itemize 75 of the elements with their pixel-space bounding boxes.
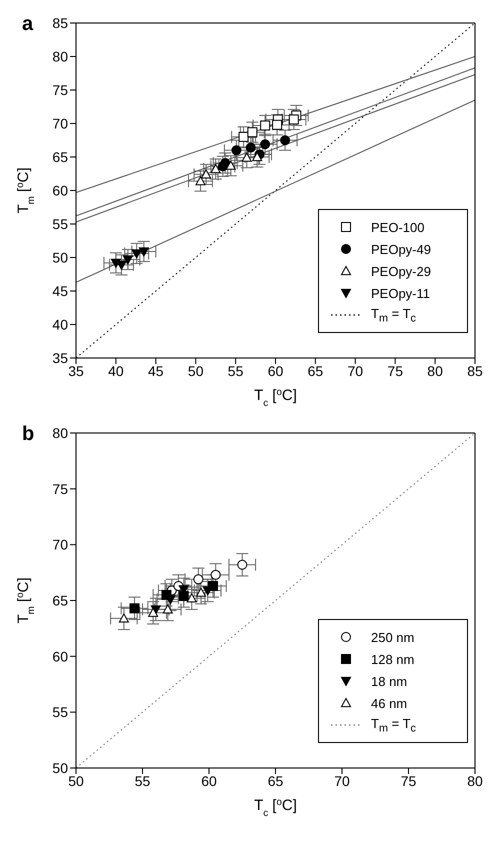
x-tick-label: 55 <box>134 772 150 789</box>
point <box>246 142 256 153</box>
legend-label: PEOpy-29 <box>371 264 431 278</box>
y-tick-label: 65 <box>52 148 68 165</box>
point <box>195 176 206 186</box>
legend-label: PEOpy-49 <box>371 242 431 256</box>
point <box>162 604 173 614</box>
x-tick-label: 50 <box>188 362 204 379</box>
point <box>242 152 252 162</box>
y-tick-label: 60 <box>52 648 68 664</box>
y-tick-label: 50 <box>52 760 68 776</box>
y-tick-label: 40 <box>52 316 68 332</box>
y-tick-label: 50 <box>52 249 68 266</box>
x-tick-label: 50 <box>68 772 84 789</box>
legend-label: 46 nm <box>371 696 408 710</box>
y-tick-label: 60 <box>52 182 68 198</box>
legend-label: PEOpy-11 <box>371 286 430 300</box>
x-axis-title: T$_{c}$ [$^{o}$C] <box>254 386 297 408</box>
y-tick-label: 75 <box>52 480 68 497</box>
x-tick-label: 55 <box>228 362 244 379</box>
x-tick-label: 40 <box>108 362 124 379</box>
y-tick-label: 55 <box>52 216 68 232</box>
point <box>238 132 249 142</box>
point <box>260 120 270 131</box>
text: a <box>22 13 34 35</box>
y-tick-label: 35 <box>52 350 68 366</box>
y-tick-label: 55 <box>52 704 68 720</box>
x-tick-label: 80 <box>427 362 444 379</box>
point <box>130 603 140 614</box>
point <box>148 608 158 617</box>
y-tick-label: 70 <box>52 115 68 132</box>
point <box>132 249 142 258</box>
legend-label: 250 nm <box>371 630 414 644</box>
point <box>196 588 206 597</box>
point <box>231 145 242 156</box>
x-axis-title: T$_{c}$ [$^{o}$C] <box>254 796 297 818</box>
legend-label: 128 nm <box>371 652 414 666</box>
point <box>122 255 133 265</box>
point <box>193 574 204 584</box>
y-tick-label: 65 <box>52 592 68 608</box>
legend-label: T$_{m}$ = T$_{c}$ <box>371 306 416 324</box>
y-tick-label: 75 <box>52 82 68 98</box>
point <box>201 169 212 179</box>
y-tick-label: 80 <box>52 48 68 64</box>
x-tick-label: 45 <box>148 362 164 379</box>
x-tick-label: 60 <box>201 772 217 789</box>
point <box>252 152 262 162</box>
point <box>237 560 248 570</box>
point <box>186 593 197 602</box>
x-tick-label: 75 <box>400 772 416 789</box>
x-tick-label: 60 <box>268 362 284 379</box>
x-tick-label: 70 <box>348 362 364 379</box>
point <box>260 139 270 150</box>
x-tick-label: 65 <box>308 362 324 379</box>
point <box>280 135 290 146</box>
point <box>138 247 149 256</box>
x-tick-label: 70 <box>334 772 350 789</box>
legend-label: 18 nm <box>371 674 408 688</box>
point <box>247 127 258 138</box>
point <box>226 160 236 170</box>
y-tick-label: 45 <box>52 282 68 299</box>
x-tick-label: 80 <box>467 772 483 789</box>
text: b <box>22 423 34 445</box>
point <box>210 570 221 580</box>
legend-label: PEO-100 <box>371 220 424 234</box>
x-tick-label: 35 <box>68 362 84 379</box>
legend-label: T$_{m}$ = T$_{c}$ <box>371 716 416 734</box>
point <box>210 164 221 174</box>
point <box>118 613 129 622</box>
x-tick-label: 85 <box>467 362 483 379</box>
y-tick-label: 70 <box>52 536 68 553</box>
x-tick-label: 75 <box>387 362 404 379</box>
y-tick-label: 80 <box>52 424 68 441</box>
y-tick-label: 85 <box>52 14 68 31</box>
x-tick-label: 65 <box>268 772 284 789</box>
